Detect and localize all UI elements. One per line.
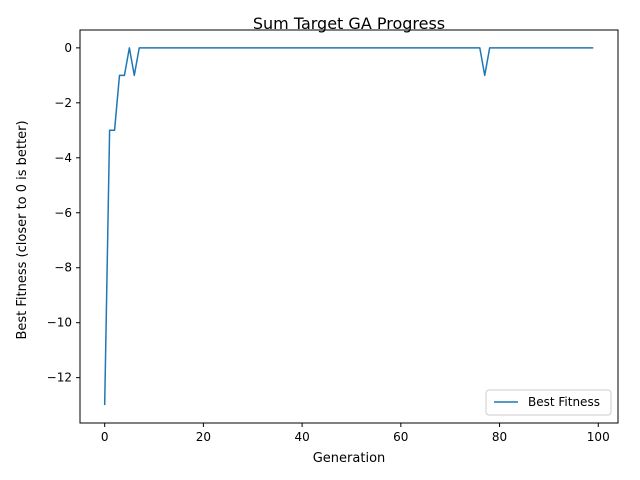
y-axis-label: Best Fitness (closer to 0 is better) bbox=[15, 120, 30, 339]
plot-frame bbox=[79, 29, 619, 424]
chart-title: Sum Target GA Progress bbox=[253, 14, 445, 33]
x-tick-label: 80 bbox=[492, 430, 507, 444]
legend-box bbox=[485, 389, 612, 416]
y-axis-ticks: 0 −2 −4 −6 −8 −10 −12 bbox=[47, 41, 80, 385]
y-tick-label: −8 bbox=[54, 261, 72, 275]
x-tick-label: 40 bbox=[294, 430, 309, 444]
y-tick-label: −10 bbox=[47, 316, 72, 330]
y-tick-label: −6 bbox=[54, 206, 72, 220]
x-tick-label: 100 bbox=[587, 430, 610, 444]
y-tick-label: −4 bbox=[54, 151, 72, 165]
y-tick-label: −2 bbox=[54, 96, 72, 110]
x-tick-label: 0 bbox=[101, 430, 109, 444]
x-tick-label: 60 bbox=[393, 430, 408, 444]
legend-label: Best Fitness bbox=[528, 395, 600, 409]
best-fitness-series-line bbox=[103, 47, 594, 406]
x-axis-ticks: 0 20 40 60 80 100 bbox=[101, 423, 610, 444]
y-tick-label: −12 bbox=[47, 371, 72, 385]
x-axis-label: Generation bbox=[313, 451, 386, 466]
legend: Best Fitness bbox=[485, 389, 612, 416]
x-tick-label: 20 bbox=[196, 430, 211, 444]
y-tick-label: 0 bbox=[64, 41, 72, 55]
